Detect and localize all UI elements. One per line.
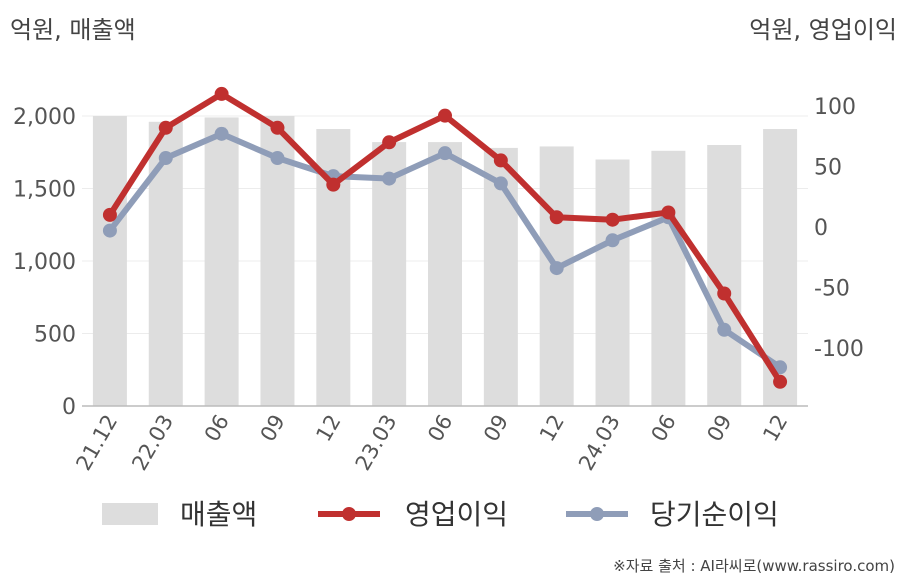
legend-marker-당기순이익 [590, 507, 604, 521]
right-axis-unit: 억원, 영업이익 [749, 16, 897, 44]
x-tick-label: 09 [702, 411, 736, 446]
x-tick-label: 12 [535, 411, 569, 446]
legend-label-당기순이익: 당기순이익 [650, 498, 779, 531]
legend-label-영업이익: 영업이익 [405, 498, 508, 531]
left-tick-label: 1,000 [13, 250, 76, 275]
right-tick-label: 100 [814, 95, 856, 120]
legend: 매출액 영업이익 당기순이익 [102, 498, 779, 531]
point-당기순이익 [438, 146, 452, 161]
x-tick-label: 23.03 [351, 411, 402, 475]
point-영업이익 [717, 286, 732, 301]
bar-매출액 [428, 142, 462, 406]
point-영업이익 [158, 120, 173, 135]
x-axis-ticks: 21.12 22.03 06 09 12 23.03 06 09 12 24.03 06 09 12 [71, 411, 792, 475]
x-tick-label: 12 [311, 411, 345, 446]
x-tick-label: 06 [647, 411, 681, 446]
point-당기순이익 [717, 322, 732, 337]
point-영업이익 [382, 135, 397, 150]
point-당기순이익 [382, 171, 397, 186]
point-당기순이익 [493, 176, 508, 191]
source-note: ※자료 출처 : AI라씨로(www.rassiro.com) [613, 557, 895, 575]
legend-swatch-매출액 [102, 503, 158, 525]
right-tick-label: -50 [814, 276, 850, 301]
point-당기순이익 [214, 126, 229, 141]
point-영업이익 [270, 120, 285, 135]
left-tick-label: 0 [62, 395, 76, 420]
bar-매출액 [483, 147, 518, 406]
bars [92, 116, 798, 407]
bar-매출액 [595, 159, 630, 406]
point-당기순이익 [102, 223, 117, 238]
point-영업이익 [773, 374, 788, 389]
bar-매출액 [204, 117, 239, 406]
point-영업이익 [102, 207, 117, 222]
x-tick-label: 21.12 [71, 411, 122, 475]
right-tick-label: -100 [814, 337, 864, 362]
point-영업이익 [661, 205, 676, 220]
left-axis-unit: 억원, 매출액 [10, 16, 136, 44]
point-영업이익 [605, 212, 620, 227]
point-당기순이익 [270, 151, 285, 166]
x-tick-label: 24.03 [574, 411, 625, 475]
legend-marker-영업이익 [342, 507, 356, 521]
bar-매출액 [92, 116, 127, 406]
legend-label-매출액: 매출액 [180, 498, 257, 531]
left-axis-ticks: 0 500 1,000 1,500 2,000 [13, 105, 76, 420]
lines [102, 86, 788, 389]
x-tick-label: 06 [423, 411, 457, 446]
right-tick-label: 50 [814, 155, 842, 180]
point-영업이익 [438, 108, 452, 123]
point-영업이익 [493, 153, 508, 168]
left-tick-label: 500 [34, 323, 76, 348]
x-tick-label: 12 [758, 411, 792, 446]
x-tick-label: 06 [200, 411, 234, 446]
point-영업이익 [549, 210, 564, 225]
point-영업이익 [214, 86, 229, 101]
point-당기순이익 [549, 261, 564, 276]
bar-매출액 [651, 150, 686, 406]
point-영업이익 [326, 177, 341, 192]
left-tick-label: 1,500 [13, 178, 76, 203]
point-당기순이익 [158, 151, 173, 166]
bar-매출액 [372, 142, 407, 406]
right-axis-ticks: -100 -50 0 50 100 [814, 95, 864, 362]
x-tick-label: 22.03 [127, 411, 178, 475]
x-tick-label: 09 [256, 411, 290, 446]
point-당기순이익 [605, 233, 620, 248]
bar-매출액 [539, 146, 574, 406]
right-tick-label: 0 [814, 216, 828, 241]
x-tick-label: 09 [479, 411, 513, 446]
left-tick-label: 2,000 [13, 105, 76, 130]
